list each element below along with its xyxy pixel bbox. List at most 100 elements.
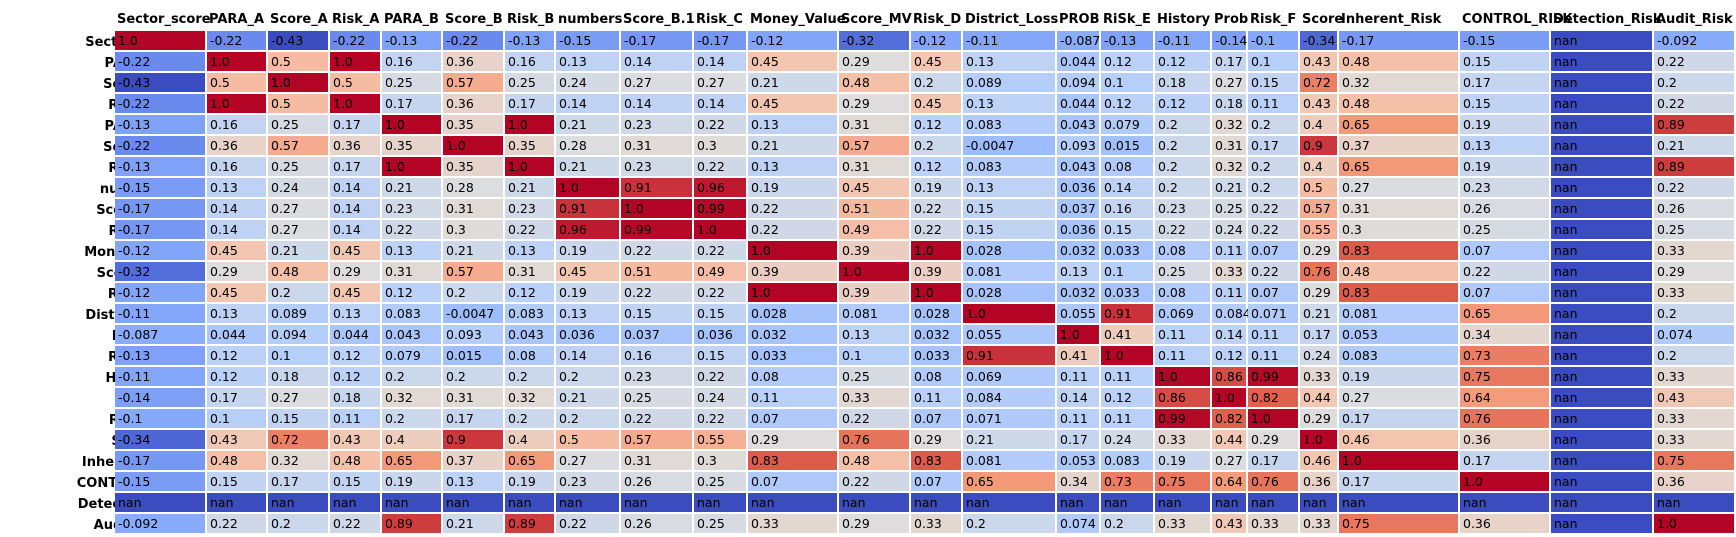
cell-value-label: 0.43	[210, 432, 238, 447]
heatmap-cell	[382, 73, 441, 92]
heatmap-cell	[330, 136, 380, 155]
cell-value-label: -0.11	[118, 306, 150, 321]
cell-value-label: 0.1	[210, 411, 230, 426]
cell-value-label: 0.45	[210, 243, 238, 258]
cell-value-label: 0.29	[210, 264, 238, 279]
heatmap-cell	[1212, 157, 1246, 176]
heatmap-cell	[330, 115, 380, 134]
heatmap-cell	[621, 94, 692, 113]
cell-value-label: nan	[914, 495, 938, 510]
heatmap-cell	[1300, 31, 1337, 50]
cell-value-label: 0.36	[1657, 474, 1685, 489]
cell-value-label: 0.032	[1060, 285, 1096, 300]
heatmap-cell	[1248, 262, 1298, 281]
heatmap-cell	[911, 283, 961, 302]
cell-value-label: 0.83	[751, 453, 779, 468]
cell-value-label: nan	[271, 495, 295, 510]
column-label: Score	[1302, 12, 1343, 27]
cell-value-label: 0.44	[1215, 432, 1243, 447]
heatmap-cell	[1551, 199, 1652, 218]
cell-value-label: nan	[1554, 474, 1578, 489]
heatmap-cell	[1248, 493, 1298, 512]
heatmap-cell	[115, 73, 205, 92]
heatmap-cell	[207, 304, 266, 323]
heatmap-cell	[963, 346, 1055, 365]
cell-value-label: 0.028	[914, 306, 950, 321]
heatmap-cell	[1300, 94, 1337, 113]
heatmap-cell	[911, 52, 961, 71]
heatmap-cell	[1339, 472, 1458, 491]
heatmap-cell	[207, 52, 266, 71]
heatmap-cell	[330, 220, 380, 239]
cell-value-label: 0.1	[842, 348, 862, 363]
cell-value-label: 0.1	[1104, 264, 1124, 279]
heatmap-cell	[1339, 220, 1458, 239]
cell-value-label: 0.044	[210, 327, 246, 342]
heatmap-cell	[1654, 325, 1734, 344]
heatmap-cell	[382, 94, 441, 113]
heatmap-cell	[443, 31, 503, 50]
heatmap-cell	[382, 31, 441, 50]
heatmap-cell	[1155, 31, 1210, 50]
heatmap-cell	[1248, 430, 1298, 449]
heatmap-cell	[1654, 94, 1734, 113]
heatmap-cell	[1101, 178, 1153, 197]
cell-value-label: 0.14	[697, 96, 725, 111]
cell-value-label: 0.5	[333, 75, 353, 90]
cell-value-label: 0.07	[1251, 243, 1279, 258]
heatmap-cell	[748, 472, 837, 491]
cell-value-label: 0.13	[1463, 138, 1491, 153]
cell-value-label: 0.91	[559, 201, 587, 216]
heatmap-cell	[1300, 220, 1337, 239]
cell-value-label: 1.0	[1060, 327, 1080, 342]
cell-value-label: 0.12	[914, 159, 942, 174]
heatmap-cell	[748, 430, 837, 449]
cell-value-label: 0.16	[385, 54, 413, 69]
cell-value-label: nan	[333, 495, 357, 510]
cell-value-label: 0.33	[1657, 432, 1685, 447]
cell-value-label: 0.33	[1657, 411, 1685, 426]
heatmap-cell	[963, 73, 1055, 92]
cell-value-label: 0.11	[1158, 327, 1186, 342]
heatmap-cell	[207, 199, 266, 218]
cell-value-label: 0.07	[751, 474, 779, 489]
heatmap-cell	[382, 262, 441, 281]
heatmap-cell	[1551, 325, 1652, 344]
heatmap-cell	[207, 262, 266, 281]
cell-value-label: 0.053	[1342, 327, 1378, 342]
cell-value-label: 0.44	[1303, 390, 1331, 405]
cell-value-label: 0.24	[1303, 348, 1331, 363]
heatmap-cell	[1551, 31, 1652, 50]
heatmap-cell	[382, 493, 441, 512]
cell-value-label: 0.071	[966, 411, 1002, 426]
heatmap-cell	[911, 304, 961, 323]
cell-value-label: 0.13	[966, 180, 994, 195]
heatmap-cell	[1155, 73, 1210, 92]
heatmap-cell	[268, 325, 328, 344]
heatmap-cell	[505, 451, 554, 470]
cell-value-label: 0.31	[446, 201, 474, 216]
heatmap-cell	[1248, 73, 1298, 92]
heatmap-cell	[330, 199, 380, 218]
cell-value-label: 0.33	[1657, 285, 1685, 300]
heatmap-cell	[115, 388, 205, 407]
heatmap-cell	[1551, 346, 1652, 365]
cell-value-label: 0.2	[1158, 117, 1178, 132]
heatmap-cell	[1460, 262, 1549, 281]
heatmap-cell	[556, 220, 619, 239]
heatmap-cell	[1654, 283, 1734, 302]
cell-value-label: 0.21	[559, 159, 587, 174]
heatmap-cell	[694, 262, 746, 281]
heatmap-cell	[556, 388, 619, 407]
cell-value-label: 0.25	[624, 390, 652, 405]
heatmap-cell	[839, 220, 909, 239]
column-label: Sector_score	[117, 12, 211, 27]
cell-value-label: nan	[1554, 180, 1578, 195]
cell-value-label: 0.2	[1104, 516, 1124, 531]
cell-value-label: 0.083	[966, 159, 1002, 174]
heatmap-cell	[207, 514, 266, 533]
cell-value-label: 0.13	[966, 54, 994, 69]
cell-value-label: 0.5	[271, 96, 291, 111]
heatmap-cell	[330, 304, 380, 323]
cell-value-label: -0.22	[118, 138, 150, 153]
